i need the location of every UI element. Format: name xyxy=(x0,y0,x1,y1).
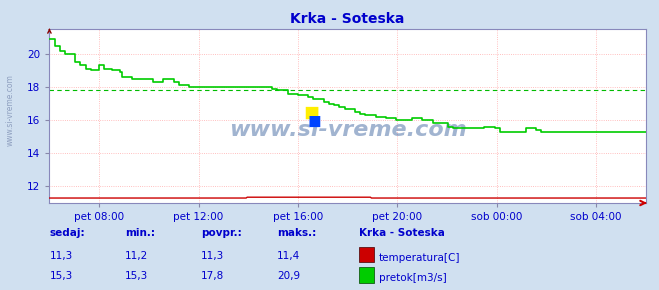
Text: maks.:: maks.: xyxy=(277,228,316,238)
Text: 11,3: 11,3 xyxy=(201,251,224,261)
Text: www.si-vreme.com: www.si-vreme.com xyxy=(229,120,467,140)
Text: 20,9: 20,9 xyxy=(277,271,300,281)
Text: 15,3: 15,3 xyxy=(125,271,148,281)
Title: Krka - Soteska: Krka - Soteska xyxy=(291,12,405,26)
Text: min.:: min.: xyxy=(125,228,156,238)
Text: temperatura[C]: temperatura[C] xyxy=(379,253,461,263)
Text: pretok[m3/s]: pretok[m3/s] xyxy=(379,273,447,283)
Text: www.si-vreme.com: www.si-vreme.com xyxy=(5,74,14,146)
Text: ◼: ◼ xyxy=(304,103,320,122)
Text: 17,8: 17,8 xyxy=(201,271,224,281)
Text: 15,3: 15,3 xyxy=(49,271,72,281)
Text: povpr.:: povpr.: xyxy=(201,228,242,238)
Text: 11,2: 11,2 xyxy=(125,251,148,261)
Text: 11,3: 11,3 xyxy=(49,251,72,261)
Text: 11,4: 11,4 xyxy=(277,251,300,261)
Text: sedaj:: sedaj: xyxy=(49,228,85,238)
Text: ◼: ◼ xyxy=(308,112,322,130)
Text: Krka - Soteska: Krka - Soteska xyxy=(359,228,445,238)
